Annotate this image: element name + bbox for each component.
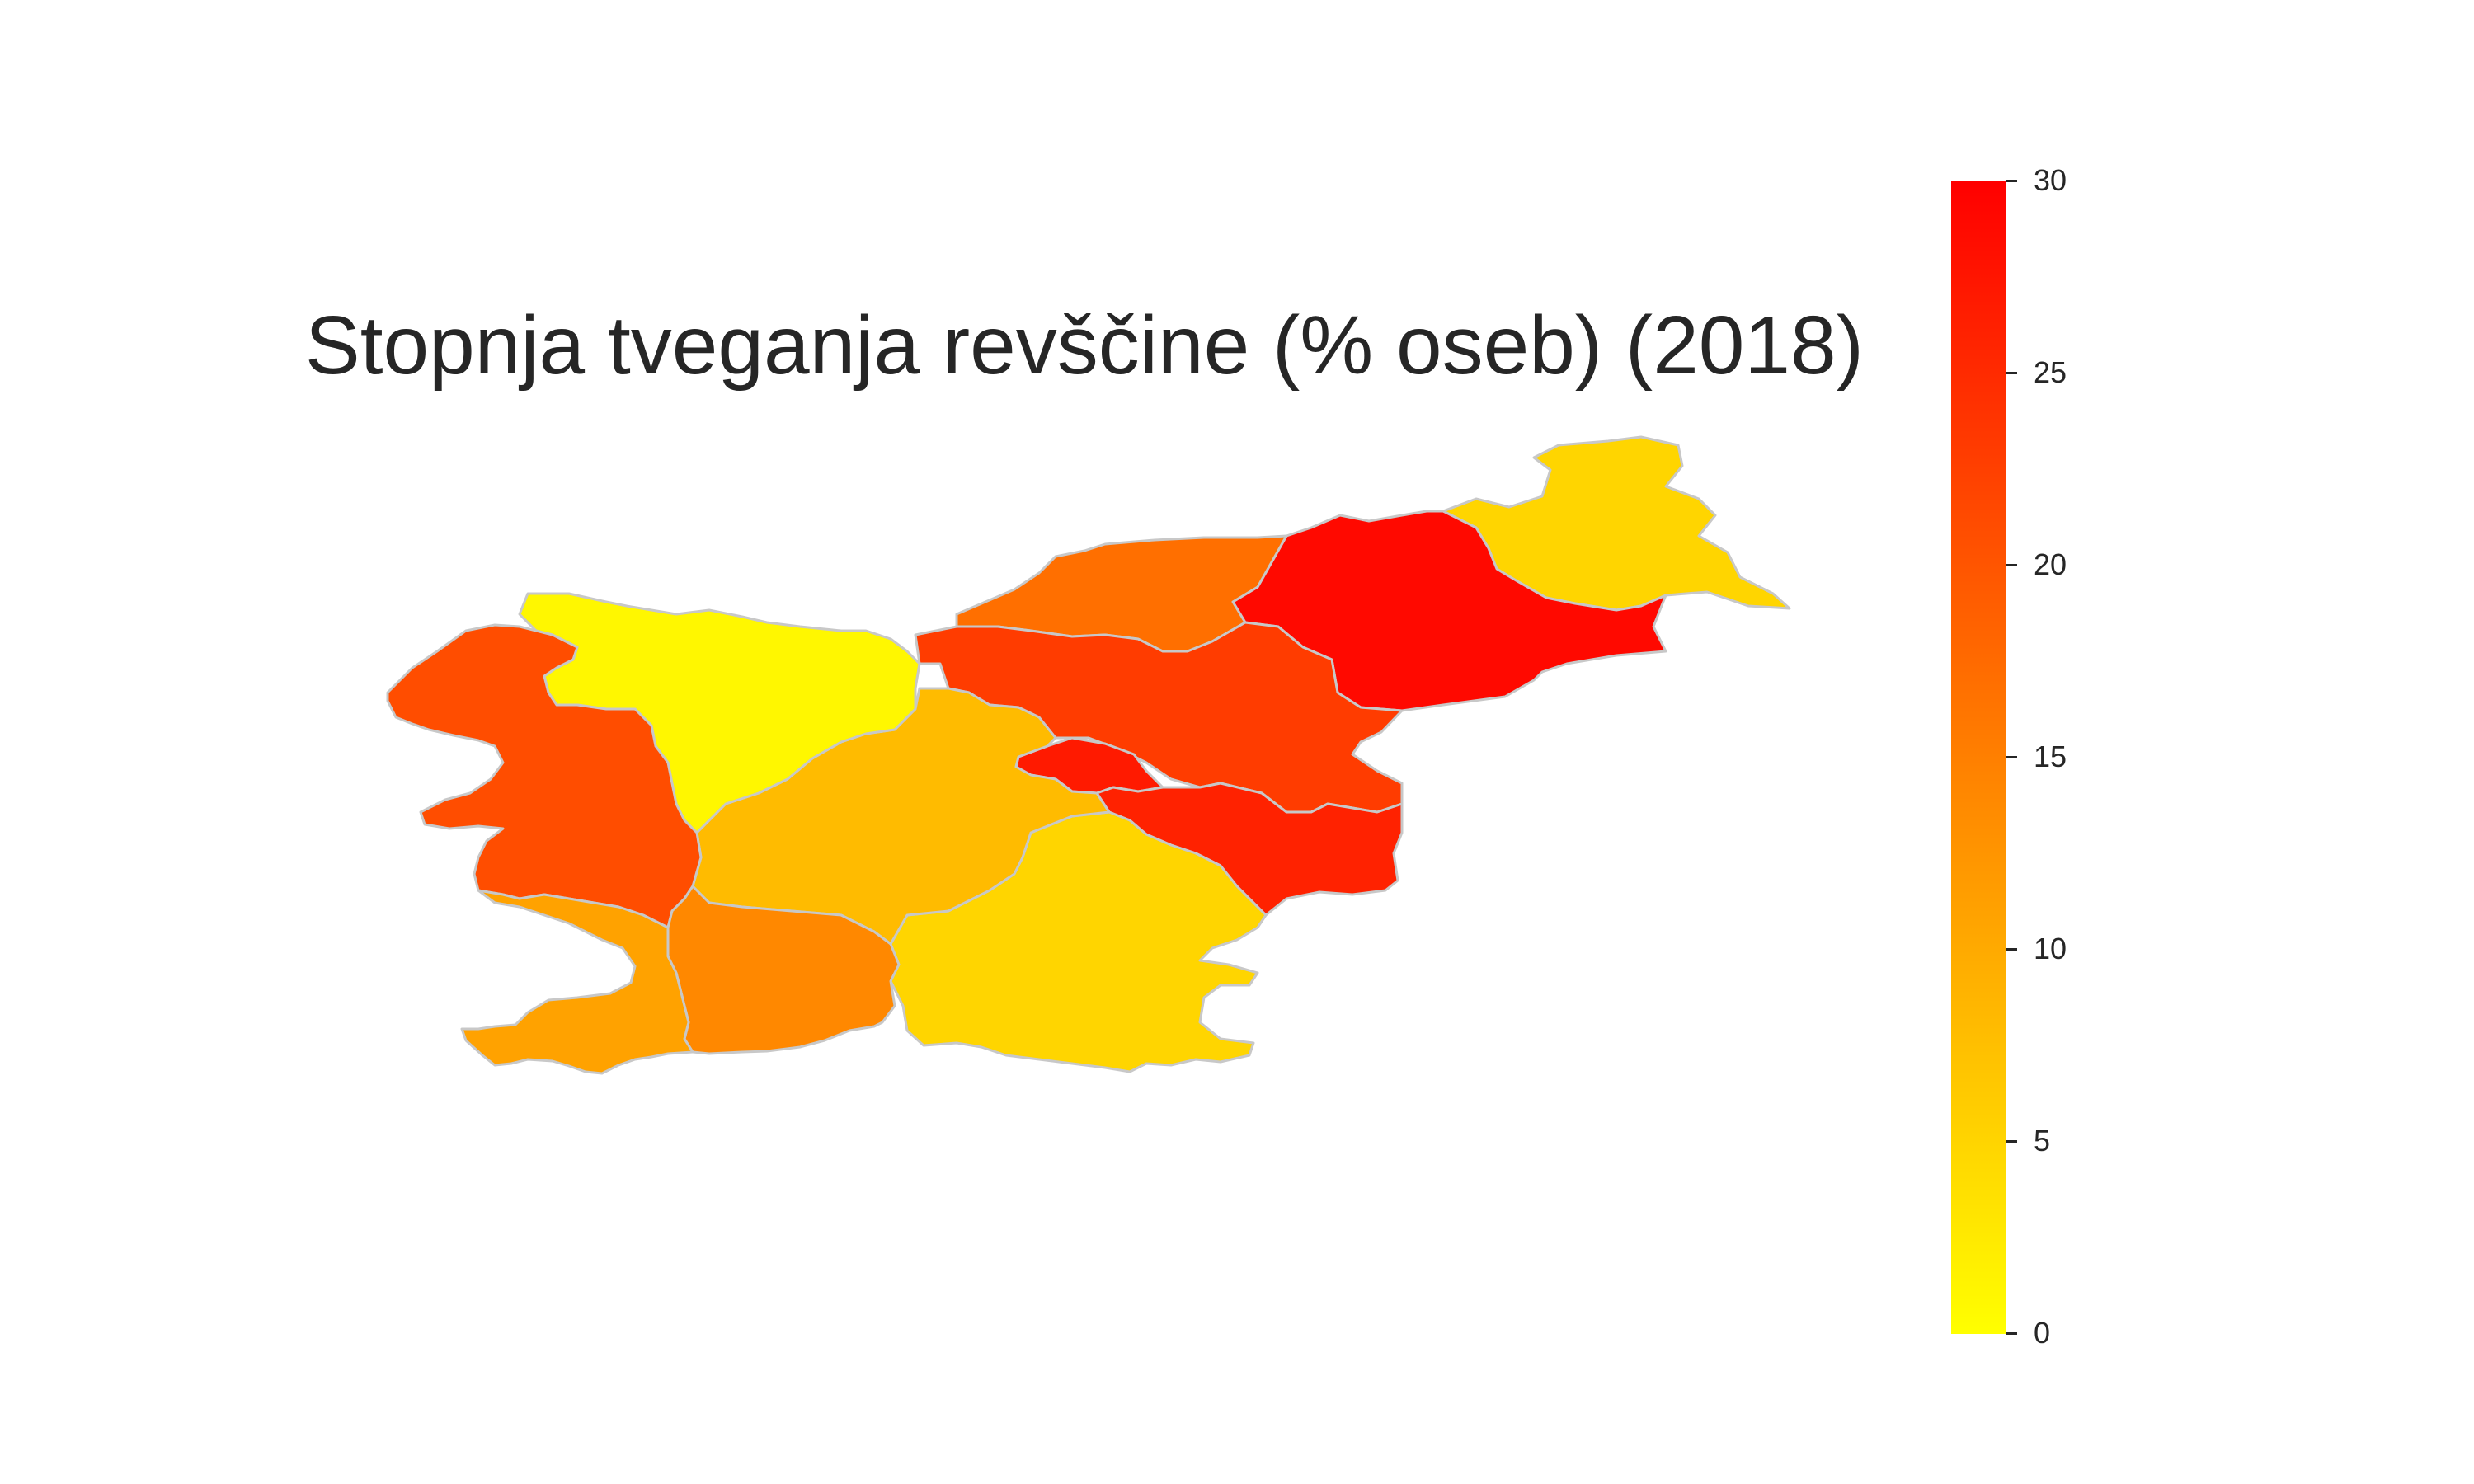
colorbar-tick-label: 15: [2034, 740, 2067, 773]
colorbar-tick-label: 0: [2034, 1316, 2051, 1350]
colorbar-tick-label: 25: [2034, 355, 2067, 389]
colorbar-tick: [2006, 1140, 2017, 1143]
colorbar-tick: [2006, 564, 2017, 566]
colorbar-tick-label: 30: [2034, 163, 2067, 197]
colorbar-tick-label: 10: [2034, 932, 2067, 965]
colorbar: [1951, 181, 2006, 1334]
map-title: Stopnja tveganja revščine (% oseb) (2018…: [305, 299, 1864, 392]
colorbar-tick: [2006, 948, 2017, 951]
colorbar-tick: [2006, 1332, 2017, 1335]
colorbar-tick: [2006, 180, 2017, 182]
colorbar-tick-label: 5: [2034, 1124, 2051, 1158]
colorbar-tick-label: 20: [2034, 547, 2067, 581]
region-obalno-kraska: [460, 889, 694, 1075]
colorbar-tick: [2006, 756, 2017, 758]
colorbar-tick: [2006, 372, 2017, 374]
